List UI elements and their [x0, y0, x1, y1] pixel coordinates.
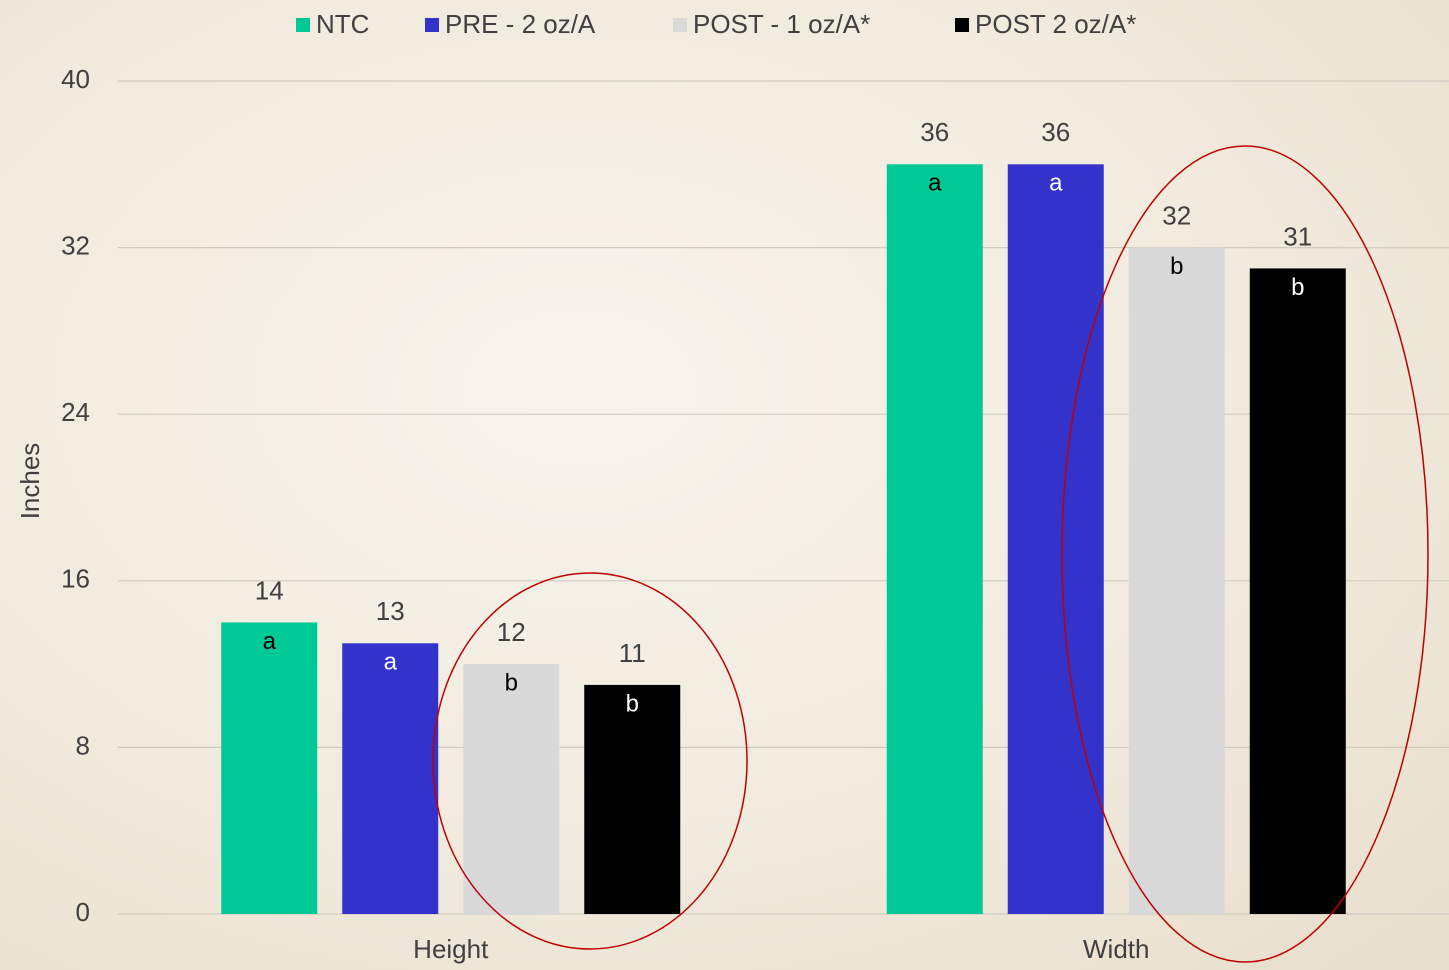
bar — [584, 684, 681, 914]
significance-letter: b — [505, 669, 518, 696]
value-label: 14 — [255, 575, 284, 605]
significance-letter: a — [928, 170, 942, 197]
bar — [886, 164, 983, 915]
significance-letter: a — [384, 649, 398, 676]
value-label: 11 — [619, 638, 646, 668]
bar — [221, 622, 318, 914]
highlight-ellipse — [1061, 145, 1429, 963]
legend-label: POST - 1 oz/A* — [693, 9, 870, 39]
legend-swatch — [955, 18, 969, 32]
legend-label: POST 2 oz/A* — [975, 9, 1136, 39]
significance-letter: a — [263, 628, 277, 655]
bar — [1007, 164, 1104, 915]
bar — [342, 643, 439, 914]
value-label: 32 — [1162, 200, 1191, 230]
significance-letter: b — [626, 690, 639, 717]
value-label: 31 — [1283, 221, 1312, 251]
y-tick-label: 0 — [76, 897, 90, 927]
y-tick-label: 32 — [61, 230, 90, 260]
x-tick-label: Width — [1083, 934, 1149, 964]
plot: 0 8 16 24 32 40 NTC PRE - 2 oz/A POST - 1 oz/A* P… — [61, 9, 1449, 964]
bar — [1128, 247, 1225, 915]
significance-letter: b — [1291, 274, 1304, 301]
value-label: 36 — [920, 117, 949, 147]
legend-swatch — [425, 18, 439, 32]
significance-letter: b — [1170, 253, 1183, 280]
highlight-ellipse — [432, 572, 748, 950]
significance-letter: a — [1049, 170, 1063, 197]
y-tick-label: 8 — [76, 730, 90, 760]
legend-label: NTC — [316, 9, 369, 39]
y-tick-label: 24 — [61, 397, 90, 427]
y-axis-label: Inches — [15, 443, 45, 520]
value-label: 13 — [376, 596, 405, 626]
value-label: 12 — [497, 617, 526, 647]
y-tick-label: 40 — [61, 64, 90, 94]
bar — [463, 664, 560, 914]
legend-swatch — [673, 18, 687, 32]
y-tick-label: 16 — [61, 564, 90, 594]
legend-label: PRE - 2 oz/A — [445, 9, 596, 39]
value-label: 36 — [1041, 117, 1070, 147]
x-tick-label: Height — [413, 934, 489, 964]
bar — [1249, 268, 1346, 914]
legend-swatch — [296, 18, 310, 32]
